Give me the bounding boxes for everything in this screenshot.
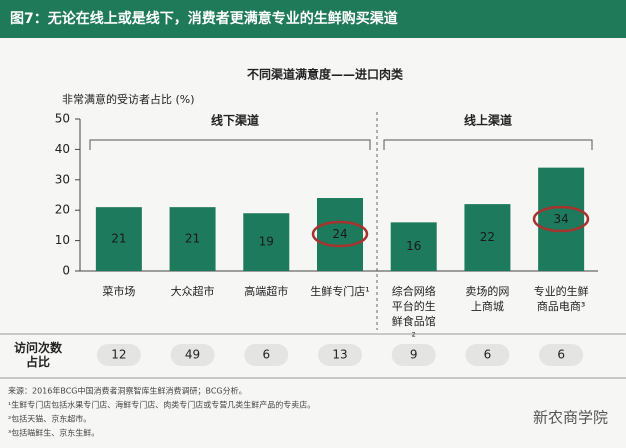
- y-tick-label: 50: [55, 112, 70, 126]
- chart-title: 图7：无论在线上或是线下，消费者更满意专业的生鲜购买渠道: [10, 10, 398, 27]
- visit-label: 访问次数占比: [14, 340, 63, 369]
- group-label-bg: [448, 110, 528, 132]
- visit-oval: [96, 344, 141, 366]
- highlight-circle: [311, 220, 369, 248]
- x-tick-label: 卖场的网上商城: [465, 284, 509, 313]
- x-tick-label: 专业的生鲜商品电商³: [534, 284, 589, 313]
- visit-oval: [539, 344, 584, 366]
- watermark: 新农商学院: [533, 409, 608, 427]
- chart-subtitle: 不同渠道满意度——进口肉类: [247, 67, 404, 82]
- visit-value: 12: [111, 348, 126, 362]
- data-label: 34: [554, 212, 569, 226]
- visit-value: 49: [185, 348, 200, 362]
- y-tick-label: 40: [55, 142, 70, 156]
- data-label: 16: [406, 239, 421, 253]
- group-label: 线上渠道: [464, 113, 512, 128]
- y-tick-label: 30: [55, 172, 70, 186]
- footnote: 来源：2016年BCG中国消费者洞察智库生鲜消费调研；BCG分析。: [8, 386, 247, 396]
- footnote: ³包括喵鲜生、京东生鲜。: [8, 428, 99, 438]
- highlight-circle: [532, 205, 590, 233]
- visit-oval: [170, 344, 215, 366]
- data-label: 19: [259, 235, 274, 249]
- bar: [317, 198, 363, 271]
- footnote: ²包括天猫、京东超市。: [8, 414, 91, 424]
- x-tick-label: 大众超市: [171, 284, 215, 298]
- group-bracket: [383, 139, 593, 150]
- y-tick-label: 10: [55, 233, 70, 247]
- group-label-bg: [195, 110, 275, 132]
- bar: [390, 222, 437, 271]
- visit-oval: [244, 344, 289, 366]
- bar: [169, 207, 216, 271]
- group-bracket: [89, 139, 371, 150]
- visit-value: 13: [332, 348, 347, 362]
- title-bar: [0, 0, 626, 38]
- x-tick-label: 高端超市: [244, 284, 288, 298]
- visit-oval: [465, 344, 510, 366]
- data-label: 22: [480, 230, 495, 244]
- data-label: 21: [111, 232, 126, 246]
- visit-value: 9: [410, 348, 418, 362]
- y-axis-label: 非常满意的受访者占比 (%): [62, 92, 195, 106]
- y-tick-label: 0: [62, 264, 70, 278]
- visit-value: 6: [484, 348, 492, 362]
- visit-value: 6: [262, 348, 270, 362]
- footnote: ¹生鲜专门店包括水果专门店、海鲜专门店、肉类专门店或专营几类生鲜产品的专卖店。: [8, 400, 315, 410]
- y-tick-label: 20: [55, 203, 70, 217]
- visit-value: 6: [557, 348, 565, 362]
- data-label: 21: [185, 232, 200, 246]
- bar: [95, 207, 142, 271]
- x-tick-label: 菜市场: [102, 284, 135, 298]
- x-tick-label: 综合网络平台的生鲜食品馆 ²: [392, 284, 436, 343]
- bar: [243, 213, 290, 271]
- visit-oval: [391, 344, 436, 366]
- x-tick-label: 生鲜专门店¹: [310, 284, 369, 298]
- group-label: 线下渠道: [211, 113, 259, 128]
- visit-oval: [318, 344, 362, 366]
- bar: [464, 204, 511, 271]
- bar: [538, 167, 585, 271]
- data-label: 24: [332, 227, 347, 241]
